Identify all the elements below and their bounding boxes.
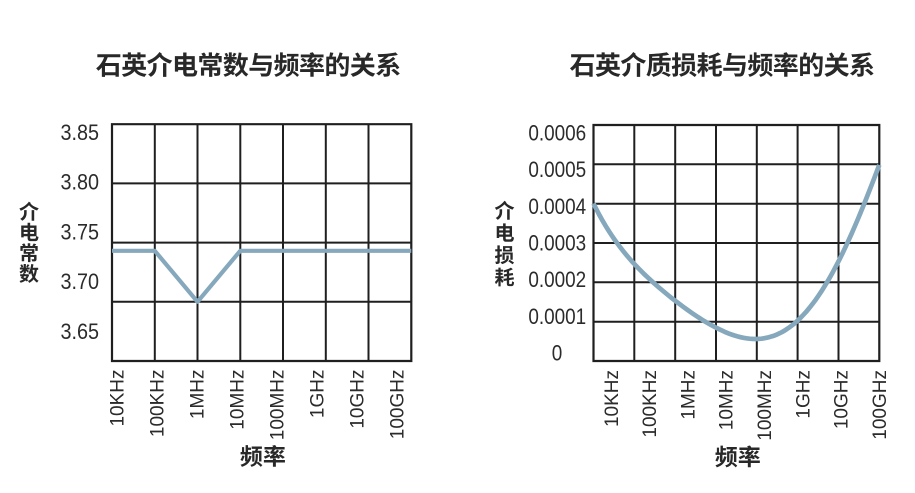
svg-text:3.70: 3.70 xyxy=(60,270,99,294)
svg-text:100KHz: 100KHz xyxy=(640,370,661,438)
svg-text:0.0004: 0.0004 xyxy=(528,194,586,219)
svg-text:1MHz: 1MHz xyxy=(188,370,209,420)
svg-text:0.0002: 0.0002 xyxy=(528,268,586,293)
svg-text:0.0001: 0.0001 xyxy=(528,304,586,329)
svg-text:1GHz: 1GHz xyxy=(308,370,329,419)
svg-text:100MHz: 100MHz xyxy=(755,370,776,441)
svg-text:100GHz: 100GHz xyxy=(870,370,891,440)
svg-text:10MHz: 10MHz xyxy=(717,370,738,430)
svg-text:10GHz: 10GHz xyxy=(832,370,853,429)
svg-text:10KHz: 10KHz xyxy=(108,370,129,427)
svg-text:0.0006: 0.0006 xyxy=(528,121,586,146)
svg-text:0.0005: 0.0005 xyxy=(528,158,586,183)
svg-text:100KHz: 100KHz xyxy=(148,370,169,438)
svg-text:100GHz: 100GHz xyxy=(388,370,409,440)
svg-text:1MHz: 1MHz xyxy=(678,370,699,420)
svg-text:1GHz: 1GHz xyxy=(793,370,814,419)
svg-text:3.75: 3.75 xyxy=(60,220,99,244)
svg-text:0.0003: 0.0003 xyxy=(528,231,586,256)
svg-text:3.65: 3.65 xyxy=(60,320,99,344)
svg-text:3.80: 3.80 xyxy=(60,171,99,195)
svg-text:3.85: 3.85 xyxy=(60,121,99,145)
svg-text:10MHz: 10MHz xyxy=(228,370,249,430)
svg-text:0: 0 xyxy=(552,341,563,366)
svg-text:100MHz: 100MHz xyxy=(268,370,289,441)
svg-text:10GHz: 10GHz xyxy=(348,370,369,429)
svg-text:10KHz: 10KHz xyxy=(602,370,623,427)
